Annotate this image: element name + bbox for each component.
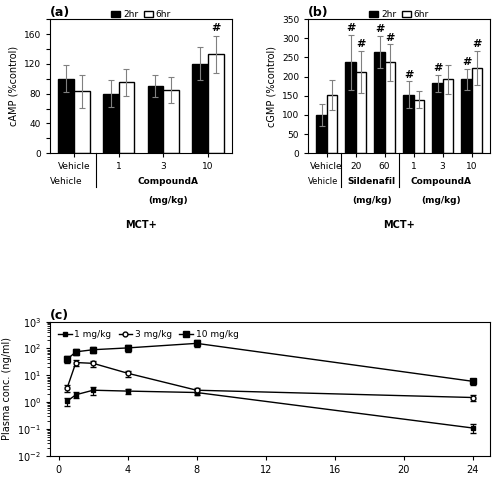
Text: Vehicle: Vehicle: [50, 177, 82, 186]
Text: Vehicle: Vehicle: [308, 177, 338, 186]
Bar: [326, 95, 336, 153]
Bar: [374, 52, 384, 153]
Bar: [163, 90, 179, 153]
Text: MCT+: MCT+: [383, 220, 415, 230]
Text: #: #: [375, 24, 384, 34]
Legend: 2hr, 6hr: 2hr, 6hr: [366, 6, 432, 23]
Text: CompoundA: CompoundA: [410, 177, 472, 186]
Y-axis label: cGMP (%control): cGMP (%control): [266, 46, 276, 127]
Bar: [74, 91, 90, 153]
Text: (mg/kg): (mg/kg): [352, 196, 392, 205]
Bar: [118, 83, 134, 153]
Bar: [404, 95, 413, 153]
Text: CompoundA: CompoundA: [138, 177, 198, 186]
Bar: [356, 72, 366, 153]
Text: #: #: [404, 70, 413, 80]
Text: (c): (c): [50, 309, 69, 322]
Text: #: #: [472, 39, 482, 49]
Text: #: #: [462, 57, 471, 67]
Text: #: #: [385, 33, 394, 43]
Legend: 2hr, 6hr: 2hr, 6hr: [108, 6, 174, 23]
Text: #: #: [433, 63, 442, 73]
Bar: [414, 99, 424, 153]
Bar: [472, 68, 482, 153]
Text: #: #: [211, 24, 220, 33]
Text: MCT+: MCT+: [125, 220, 157, 230]
Bar: [192, 64, 208, 153]
Text: Sildenafil: Sildenafil: [348, 177, 396, 186]
Text: (a): (a): [50, 6, 70, 19]
Bar: [208, 54, 224, 153]
Bar: [58, 79, 74, 153]
Legend: 1 mg/kg, 3 mg/kg, 10 mg/kg: 1 mg/kg, 3 mg/kg, 10 mg/kg: [54, 326, 242, 342]
Bar: [103, 94, 118, 153]
Bar: [462, 79, 471, 153]
Text: #: #: [346, 24, 355, 34]
Y-axis label: cAMP (%control): cAMP (%control): [8, 46, 18, 126]
Bar: [384, 62, 394, 153]
Bar: [316, 115, 326, 153]
Text: (mg/kg): (mg/kg): [148, 196, 188, 205]
Bar: [432, 83, 442, 153]
Text: (b): (b): [308, 6, 329, 19]
Bar: [346, 62, 356, 153]
Text: #: #: [356, 39, 366, 49]
Text: (mg/kg): (mg/kg): [421, 196, 461, 205]
Y-axis label: Plasma conc. (ng/ml): Plasma conc. (ng/ml): [2, 337, 12, 440]
Bar: [148, 86, 163, 153]
Bar: [442, 79, 452, 153]
